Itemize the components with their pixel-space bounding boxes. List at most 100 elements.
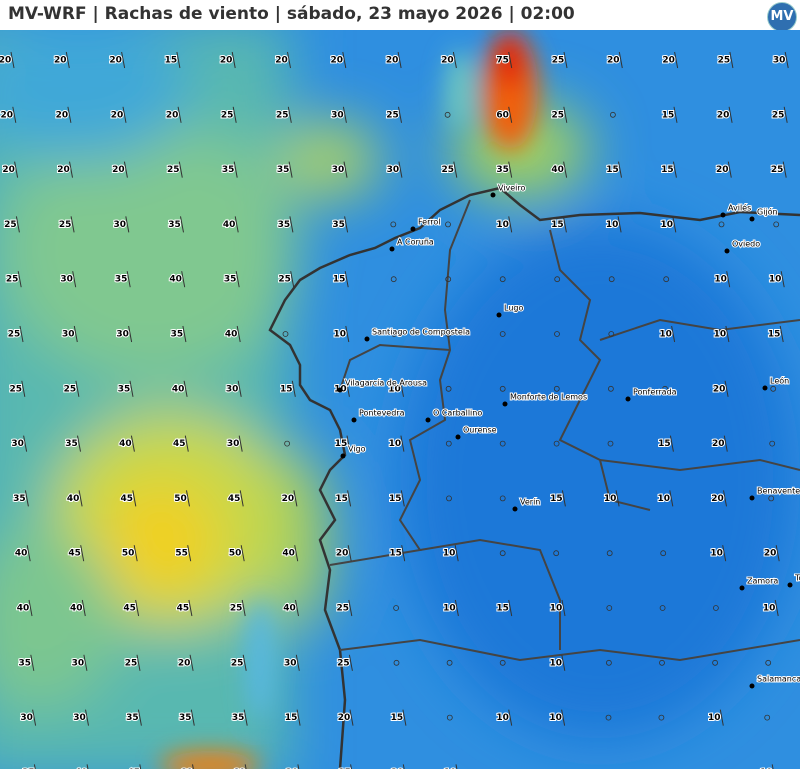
wind-barb [239, 490, 244, 507]
city-dot [340, 453, 346, 459]
wind-barb [402, 764, 405, 769]
gust-value: 15 [280, 384, 293, 394]
wind-barb [80, 545, 85, 562]
wind-barb [345, 380, 350, 397]
city-label: Ferrol [418, 218, 440, 227]
gust-value: 20 [54, 56, 67, 66]
wind-barb [240, 545, 245, 562]
gust-value: 15 [768, 330, 781, 340]
map-title: MV-WRF | Rachas de viento | sábado, 23 m… [8, 4, 575, 24]
gust-value: 35 [277, 165, 290, 175]
city-dot [337, 387, 343, 393]
calm-marker [553, 385, 560, 392]
gust-value: 30 [227, 439, 240, 449]
gust-value: 20 [2, 165, 15, 175]
wind-barb [236, 325, 241, 343]
gust-value: 45 [177, 604, 190, 614]
wind-barb [402, 709, 407, 726]
gust-value: 25 [337, 658, 350, 668]
gust-value: 20 [111, 110, 124, 120]
gust-value: 40 [75, 768, 88, 769]
city-dot [749, 216, 755, 222]
wind-barb [242, 654, 247, 671]
calm-marker [446, 659, 453, 666]
gust-value: 30 [286, 768, 299, 769]
wind-barb [125, 216, 130, 233]
calm-marker [445, 276, 452, 283]
gust-value: 20 [716, 165, 729, 175]
gust-value: 75 [496, 56, 509, 66]
city-label: Vigo [348, 445, 366, 454]
calm-marker [607, 440, 614, 447]
calm-marker [773, 221, 780, 228]
city-label: Benavente [757, 487, 800, 496]
city-label: A Coruña [397, 238, 434, 247]
gust-value: 40 [67, 494, 80, 504]
gust-value: 15 [496, 604, 509, 614]
wind-barb [231, 51, 236, 69]
wind-barb [128, 325, 133, 343]
wind-barb [182, 325, 187, 343]
city-dot [720, 212, 726, 218]
wind-barb [289, 216, 294, 233]
wind-barb [672, 216, 677, 233]
wind-barb [508, 106, 513, 123]
gust-value: 30 [116, 330, 129, 340]
wind-barb [723, 490, 727, 507]
calm-marker [712, 659, 718, 666]
wind-barb [722, 545, 727, 562]
gust-value: 25 [6, 275, 19, 285]
wind-barb [672, 161, 677, 178]
gust-value: 25 [386, 110, 399, 120]
wind-barb [189, 654, 194, 671]
gust-value: 20 [178, 658, 191, 668]
wind-barb [77, 435, 81, 452]
gust-value: 35 [171, 330, 184, 340]
wind-barb [783, 106, 788, 123]
wind-barb [401, 545, 406, 562]
wind-barb [343, 161, 348, 178]
wind-barb [83, 654, 88, 671]
gust-value: 15 [391, 713, 404, 723]
wind-barb [348, 654, 353, 671]
wind-barb [136, 654, 141, 671]
city-label: León [770, 376, 789, 386]
wind-barb [349, 709, 354, 726]
wind-barb [780, 271, 785, 288]
gust-value: 30 [387, 165, 400, 175]
wind-barb [295, 654, 300, 671]
gust-value: 20 [336, 549, 349, 559]
calm-marker [769, 440, 776, 447]
gust-value: 20 [57, 165, 70, 175]
calm-marker [282, 331, 289, 337]
gust-value: 10 [769, 275, 782, 285]
gust-value: 20 [331, 56, 344, 66]
gust-value: 35 [168, 220, 181, 230]
gust-value: 40 [119, 439, 132, 449]
gust-value: 20 [275, 56, 288, 66]
city-label: Monforte de Lemos [510, 393, 587, 402]
gust-value: 15 [338, 768, 351, 769]
gust-value: 50 [122, 549, 135, 559]
wind-barb [784, 51, 789, 69]
wind-barb [181, 271, 186, 288]
calm-marker [764, 714, 771, 721]
city-dot [364, 336, 370, 342]
wind-barb [561, 709, 566, 726]
wind-barb [726, 271, 731, 288]
gust-value: 20 [0, 56, 11, 66]
wind-barb [33, 764, 36, 769]
gust-value: 35 [118, 384, 131, 394]
gust-value: 35 [232, 713, 245, 723]
gust-value: 20 [713, 384, 726, 394]
gust-value: 10 [549, 713, 562, 723]
calm-marker [284, 440, 291, 447]
wind-barb [296, 709, 301, 726]
wind-barb [291, 380, 296, 397]
gust-value: 20 [338, 713, 351, 723]
gust-value: 25 [230, 604, 243, 614]
wind-barb [771, 764, 774, 769]
wind-barb [19, 325, 24, 343]
gust-value: 20 [441, 56, 454, 66]
wind-barb [293, 490, 298, 507]
